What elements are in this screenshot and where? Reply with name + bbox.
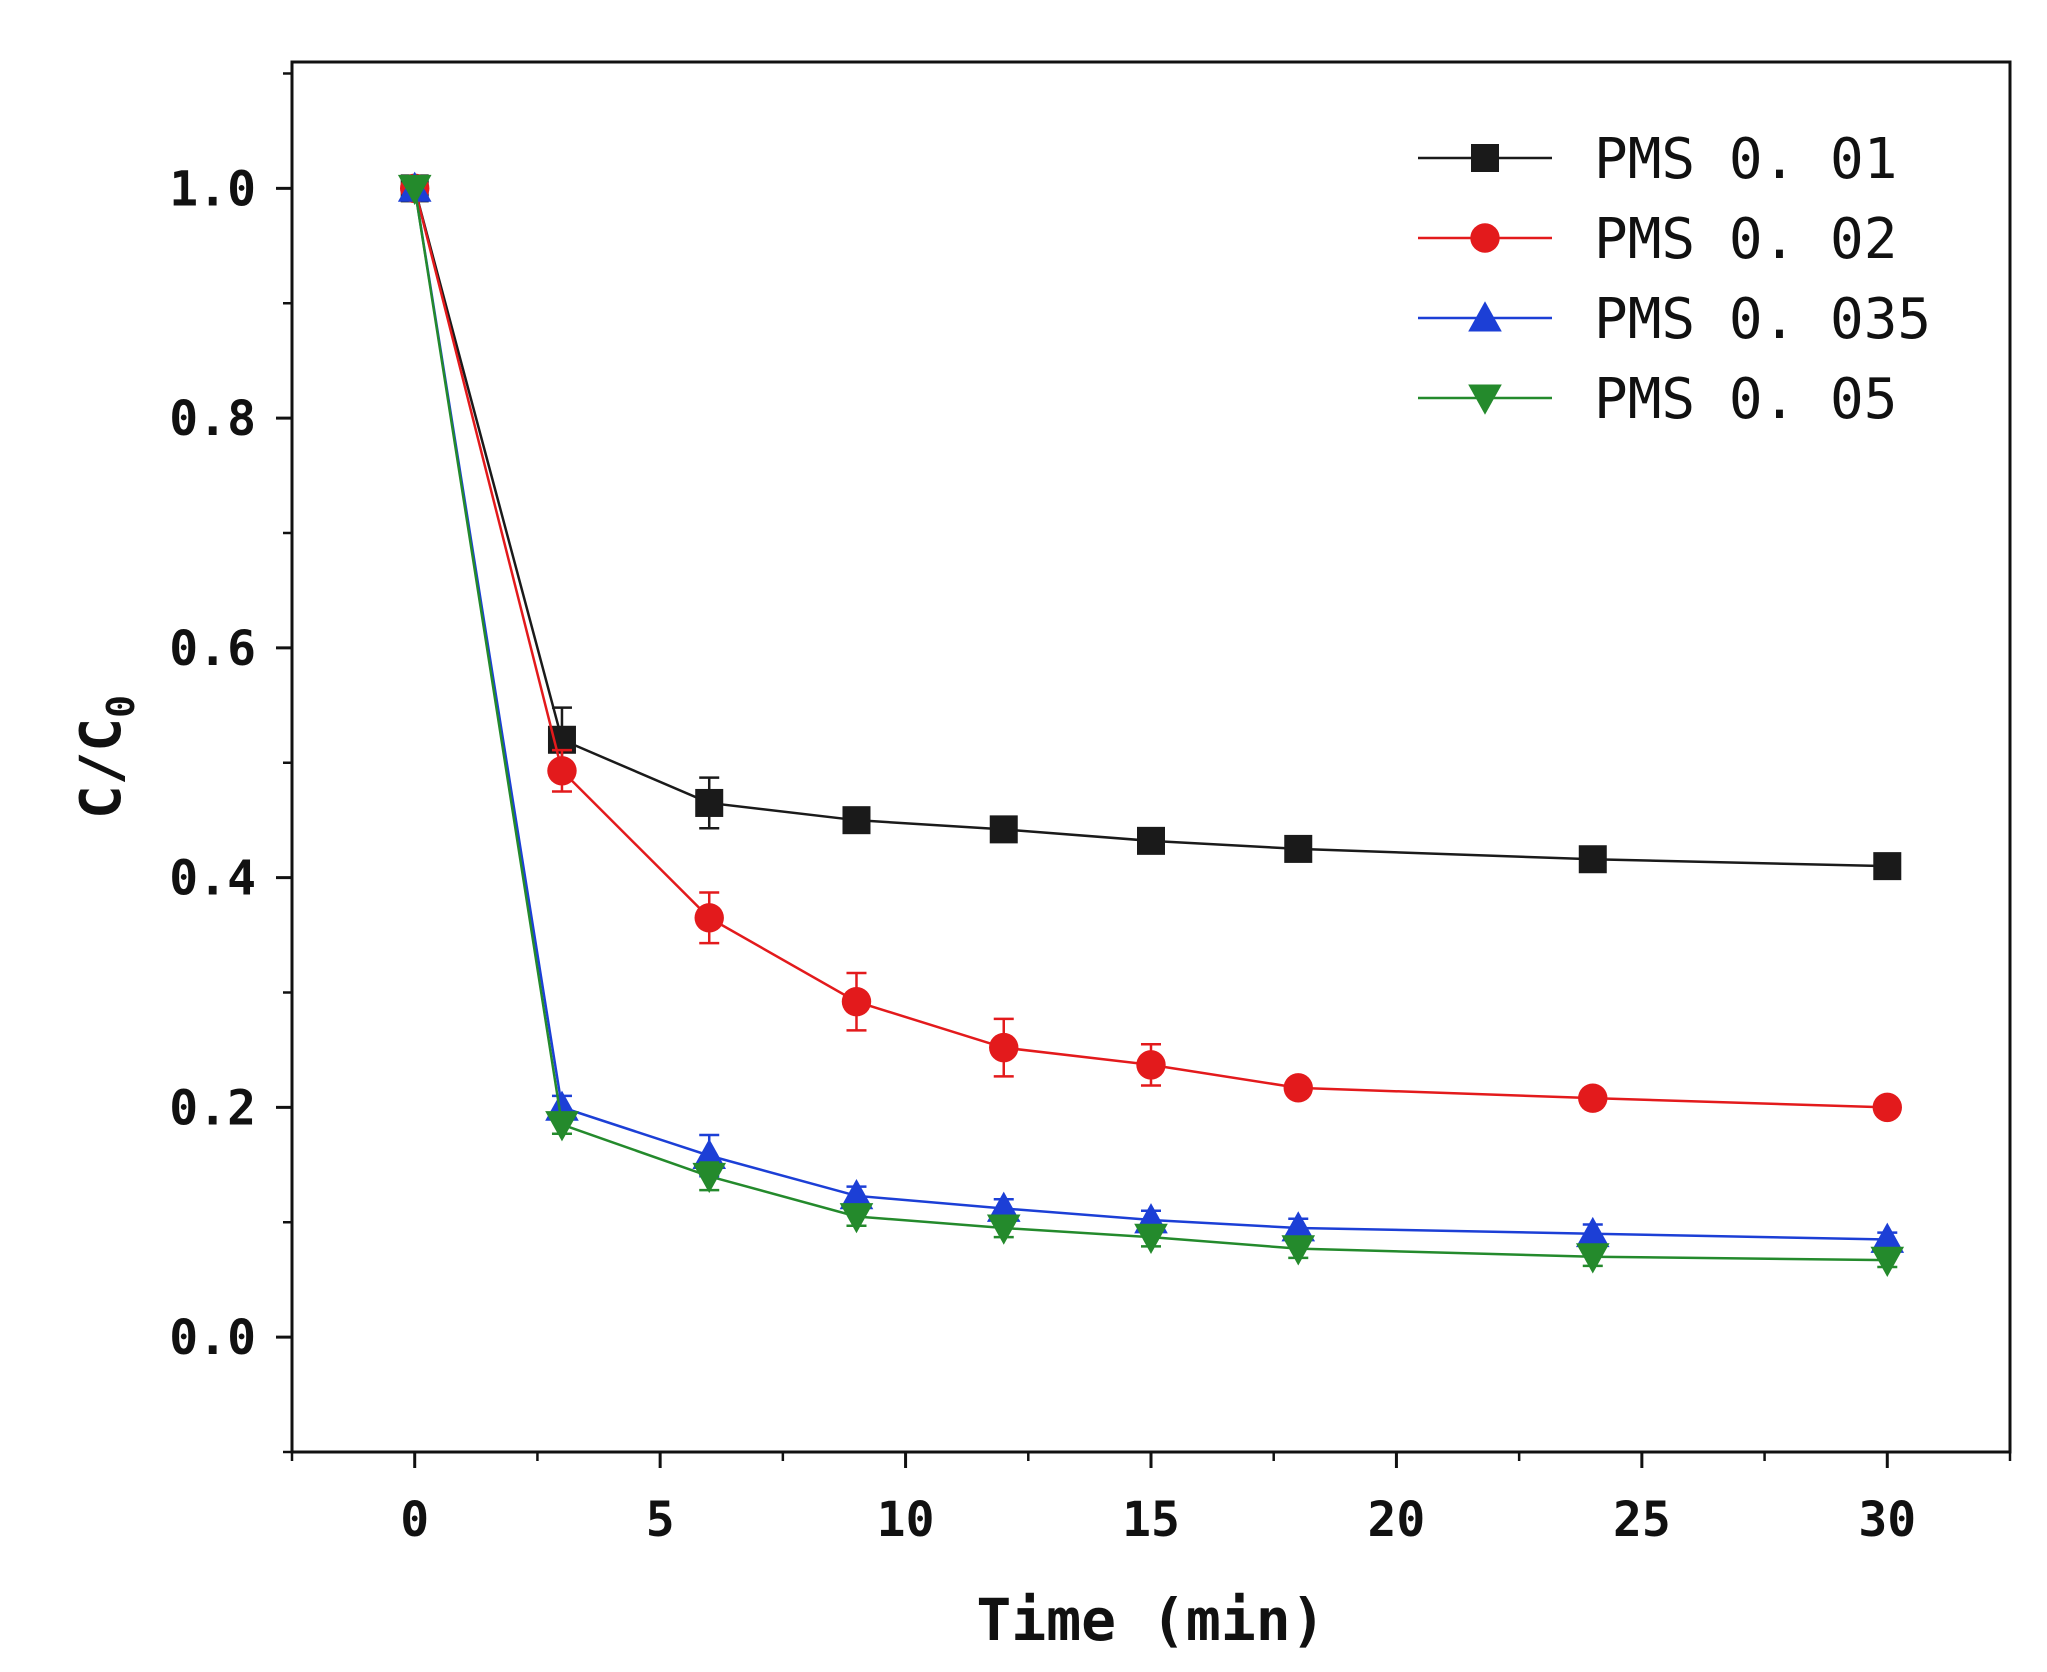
data-point (547, 756, 577, 786)
legend: PMS 0. 01 PMS 0. 02 PMS 0. 035 PMS 0. 05 (1418, 127, 1931, 432)
x-tick-label: 15 (1122, 1492, 1180, 1548)
data-point (692, 1162, 727, 1194)
y-tick-label: 0.0 (169, 1310, 256, 1366)
legend-marker (1470, 223, 1500, 253)
data-point (1870, 1222, 1905, 1253)
data-point (1281, 1211, 1316, 1242)
data-point (1575, 1216, 1610, 1248)
data-point (1284, 834, 1313, 863)
data-point (842, 806, 871, 835)
data-point (1281, 1235, 1316, 1266)
data-point (1575, 1243, 1610, 1274)
y-axis-label-main: C/C (69, 718, 134, 819)
series-pms-0-01 (400, 174, 1902, 881)
y-tick-label: 0.4 (169, 851, 256, 907)
legend-label: PMS 0. 02 (1594, 207, 1897, 272)
y-tick-label: 0.8 (169, 391, 256, 447)
y-axis-label-subscript: 0 (99, 695, 143, 718)
x-axis-label: Time (min) (976, 1586, 1325, 1654)
legend-entry: PMS 0. 035 (1418, 287, 1931, 352)
data-point (839, 1179, 874, 1210)
data-point (839, 1203, 874, 1234)
legend-label: PMS 0. 035 (1594, 287, 1931, 352)
legend-marker (1468, 384, 1502, 415)
data-point (1137, 826, 1165, 855)
data-point (1873, 852, 1902, 881)
x-tick-label: 30 (1858, 1492, 1916, 1548)
x-tick-label: 25 (1613, 1492, 1671, 1548)
series-pms-0-05 (397, 174, 1905, 1277)
y-axis-label: C/C0 (69, 695, 143, 819)
data-point (695, 788, 724, 817)
x-axis: 0 5 10 15 20 25 30 (290, 1452, 2012, 1548)
legend-label: PMS 0. 05 (1594, 367, 1897, 432)
data-point (841, 986, 872, 1017)
x-tick-label: 0 (400, 1492, 429, 1548)
y-axis: 0.0 0.2 0.4 0.6 0.8 1.0 (169, 72, 292, 1454)
y-tick-label: 0.6 (169, 621, 256, 677)
data-point (986, 1214, 1021, 1245)
data-point (1283, 1073, 1313, 1103)
legend-entry: PMS 0. 01 (1418, 127, 1897, 192)
data-point (1136, 1050, 1166, 1080)
data-point (1134, 1223, 1168, 1254)
x-tick-label: 20 (1368, 1492, 1426, 1548)
legend-label: PMS 0. 01 (1594, 127, 1897, 192)
data-point (986, 1191, 1021, 1222)
data-point (1870, 1246, 1905, 1277)
x-tick-label: 10 (877, 1492, 935, 1548)
legend-marker (1468, 301, 1502, 332)
legend-marker (1471, 144, 1499, 172)
data-point (1578, 845, 1607, 874)
data-point (545, 1111, 579, 1142)
data-point (989, 815, 1018, 844)
legend-entry: PMS 0. 02 (1418, 207, 1897, 272)
legend-entry: PMS 0. 05 (1418, 367, 1897, 432)
data-point (397, 174, 432, 206)
series-layer (397, 171, 1905, 1277)
data-point (694, 903, 724, 933)
y-tick-label: 1.0 (169, 161, 256, 217)
data-point (1578, 1083, 1608, 1113)
y-tick-label: 0.2 (169, 1080, 256, 1136)
data-point (1872, 1092, 1902, 1123)
data-point (989, 1032, 1019, 1063)
x-tick-label: 5 (646, 1492, 675, 1548)
